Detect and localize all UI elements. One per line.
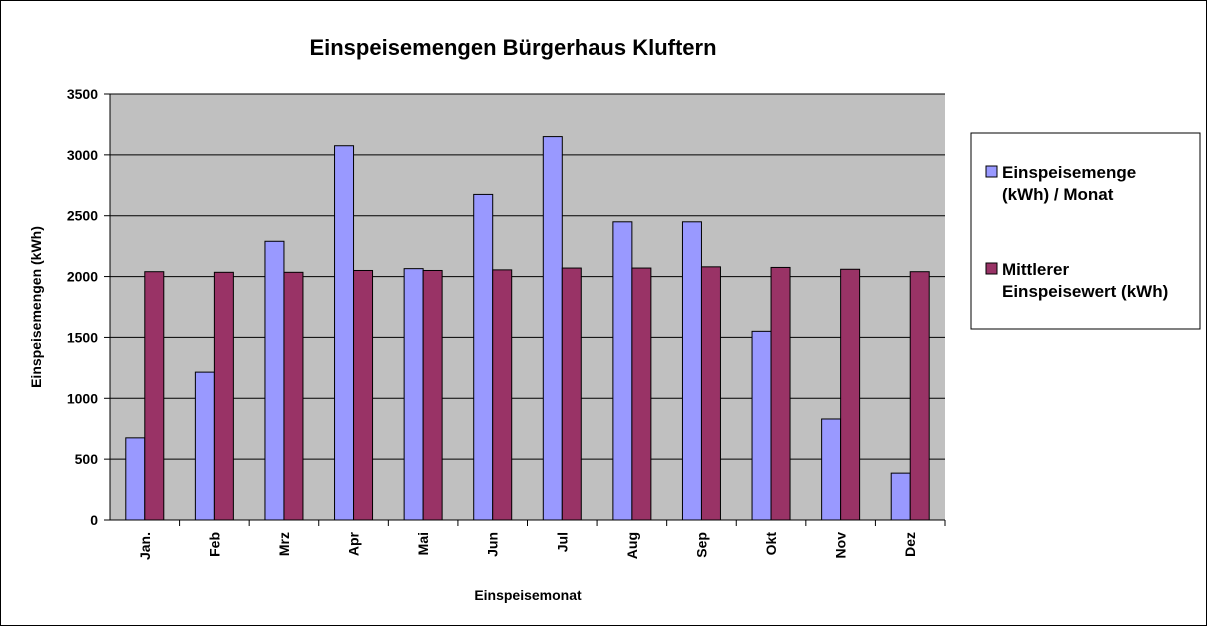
x-tick-label: Aug xyxy=(624,532,640,559)
legend-label: Einspeisemenge xyxy=(1002,163,1136,182)
legend-label: Einspeisewert (kWh) xyxy=(1002,282,1168,301)
bar-mittlerer-wert xyxy=(353,269,374,521)
bar-einspeisemenge xyxy=(751,330,772,521)
legend-swatch xyxy=(985,262,998,275)
x-tick-label: Jun xyxy=(485,532,501,557)
bar-mittlerer-wert xyxy=(770,266,791,521)
x-tick-label: Mai xyxy=(415,532,431,555)
y-tick-label: 500 xyxy=(75,451,99,467)
bar-mittlerer-wert xyxy=(631,267,652,521)
bar-mittlerer-wert xyxy=(561,267,582,521)
x-tick-label: Nov xyxy=(833,532,849,559)
x-tick-labels: Jan. Feb Mrz Apr Mai Jun Jul Aug Sep Okt Nov Dez xyxy=(137,531,918,560)
x-tick-label: Sep xyxy=(693,532,709,558)
bar-einspeisemenge xyxy=(473,193,494,521)
bar-mittlerer-wert xyxy=(909,271,930,521)
bar-einspeisemenge xyxy=(542,136,563,521)
chart-title: Einspeisemengen Bürgerhaus Kluftern xyxy=(309,35,716,60)
bar-mittlerer-wert xyxy=(492,269,513,521)
bar-mittlerer-wert xyxy=(700,266,721,521)
bars-group xyxy=(125,136,930,521)
x-tick-label: Feb xyxy=(206,532,222,557)
bar-einspeisemenge xyxy=(821,418,842,521)
axes-group xyxy=(104,93,946,526)
y-tick-label: 3000 xyxy=(67,147,98,163)
grid-lines xyxy=(110,93,945,460)
legend-label: Mittlerer xyxy=(1002,260,1069,279)
bar-mittlerer-wert xyxy=(283,271,304,521)
x-tick-label: Dez xyxy=(902,532,918,557)
bar-mittlerer-wert xyxy=(840,268,861,521)
x-tick-label: Okt xyxy=(763,532,779,556)
legend-box xyxy=(970,132,1201,330)
bar-einspeisemenge xyxy=(612,221,633,521)
bar-mittlerer-wert xyxy=(144,271,165,521)
y-tick-label: 2000 xyxy=(67,269,98,285)
y-tick-label: 2500 xyxy=(67,208,98,224)
bar-einspeisemenge xyxy=(890,472,911,521)
legend-label: (kWh) / Monat xyxy=(1002,185,1114,204)
bar-einspeisemenge xyxy=(334,145,355,521)
x-tick-label: Jan. xyxy=(137,532,153,560)
x-tick-label: Mrz xyxy=(276,532,292,556)
y-tick-label: 0 xyxy=(90,512,98,528)
bar-einspeisemenge xyxy=(194,371,215,521)
bar-einspeisemenge xyxy=(264,240,285,521)
bar-mittlerer-wert xyxy=(422,269,443,521)
legend-swatch xyxy=(985,165,998,178)
y-tick-labels: 0 500 1000 1500 2000 2500 3000 3500 xyxy=(67,86,98,528)
bar-einspeisemenge xyxy=(125,437,146,521)
plot-area xyxy=(110,94,945,520)
y-tick-label: 1000 xyxy=(67,390,98,406)
y-axis-label: Einspeisemengen (kWh) xyxy=(28,226,44,388)
x-tick-label: Jul xyxy=(554,532,570,552)
bar-einspeisemenge xyxy=(403,268,424,521)
x-tick-label: Apr xyxy=(346,531,362,556)
x-axis-label: Einspeisemonat xyxy=(474,587,582,603)
y-tick-label: 1500 xyxy=(67,329,98,345)
legend: Einspeisemenge (kWh) / Monat Mittlerer Eins… xyxy=(970,132,1201,330)
y-tick-label: 3500 xyxy=(67,86,98,102)
bar-mittlerer-wert xyxy=(213,271,234,521)
bar-einspeisemenge xyxy=(681,221,702,521)
